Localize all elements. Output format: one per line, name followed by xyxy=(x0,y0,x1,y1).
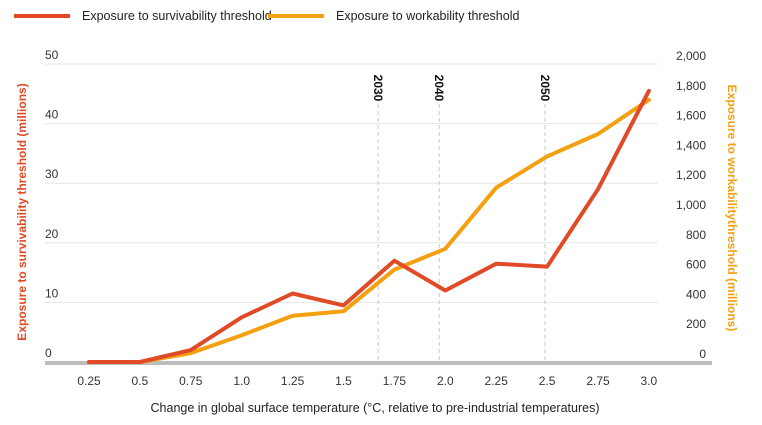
x-tick-label: 2.75 xyxy=(586,374,610,388)
y-left-tick-label: 20 xyxy=(45,227,59,241)
x-tick-label: 0.25 xyxy=(77,374,101,388)
x-tick-label: 1.75 xyxy=(383,374,407,388)
gridlines xyxy=(45,63,658,303)
x-tick-label: 1.0 xyxy=(233,374,250,388)
left-axis-ticks: 0 10 20 30 40 50 xyxy=(45,48,59,360)
x-tick-label: 1.5 xyxy=(335,374,352,388)
y-right-tick-label: 400 xyxy=(686,287,706,301)
y-right-tick-label: 600 xyxy=(686,258,706,272)
y-right-tick-label: 2,000 xyxy=(676,49,706,63)
annotation-label: 2050 xyxy=(538,75,552,102)
y-right-tick-label: 1,800 xyxy=(676,79,706,93)
annotations: 2030 2040 2050 xyxy=(371,75,552,362)
right-axis-ticks: 0 200 400 600 800 1,000 1,200 1,400 1,600 1,800 2,… xyxy=(676,49,706,361)
y-left-tick-label: 40 xyxy=(45,108,59,122)
x-axis-ticks: 0.25 0.5 0.75 1.0 1.25 1.5 1.75 2.0 2.25 2.5 2.75 3… xyxy=(77,374,657,388)
series-lines xyxy=(87,88,651,364)
series-line-workability xyxy=(87,97,651,364)
y-left-tick-label: 30 xyxy=(45,167,59,181)
x-tick-label: 2.5 xyxy=(539,374,556,388)
series-line-survivability xyxy=(87,88,651,364)
x-tick-label: 0.75 xyxy=(179,374,203,388)
y-right-tick-label: 800 xyxy=(686,228,706,242)
y-axis-left-title: Exposure to survivability threshold (mil… xyxy=(15,83,29,340)
y-left-tick-label: 10 xyxy=(45,286,59,300)
legend: Exposure to survivability threshold Expo… xyxy=(14,9,519,23)
y-right-tick-label: 0 xyxy=(699,347,706,361)
y-axis-right-title: Exposure to workabilitythreshold (millio… xyxy=(725,85,739,332)
y-left-tick-label: 0 xyxy=(45,346,52,360)
y-right-tick-label: 1,600 xyxy=(676,109,706,123)
x-tick-label: 2.0 xyxy=(437,374,454,388)
annotation-label: 2030 xyxy=(371,75,385,102)
x-axis-title: Change in global surface temperature (°C… xyxy=(151,401,600,415)
legend-label-survivability: Exposure to survivability threshold xyxy=(82,9,272,23)
y-right-tick-label: 200 xyxy=(686,317,706,331)
legend-label-workability: Exposure to workability threshold xyxy=(336,9,519,23)
y-right-tick-label: 1,000 xyxy=(676,198,706,212)
x-tick-label: 1.25 xyxy=(281,374,305,388)
y-right-tick-label: 1,200 xyxy=(676,168,706,182)
y-left-tick-label: 50 xyxy=(45,48,59,62)
y-right-tick-label: 1,400 xyxy=(676,138,706,152)
x-tick-label: 2.25 xyxy=(485,374,509,388)
x-tick-label: 3.0 xyxy=(641,374,658,388)
annotation-label: 2040 xyxy=(432,75,446,102)
x-tick-label: 0.5 xyxy=(132,374,149,388)
